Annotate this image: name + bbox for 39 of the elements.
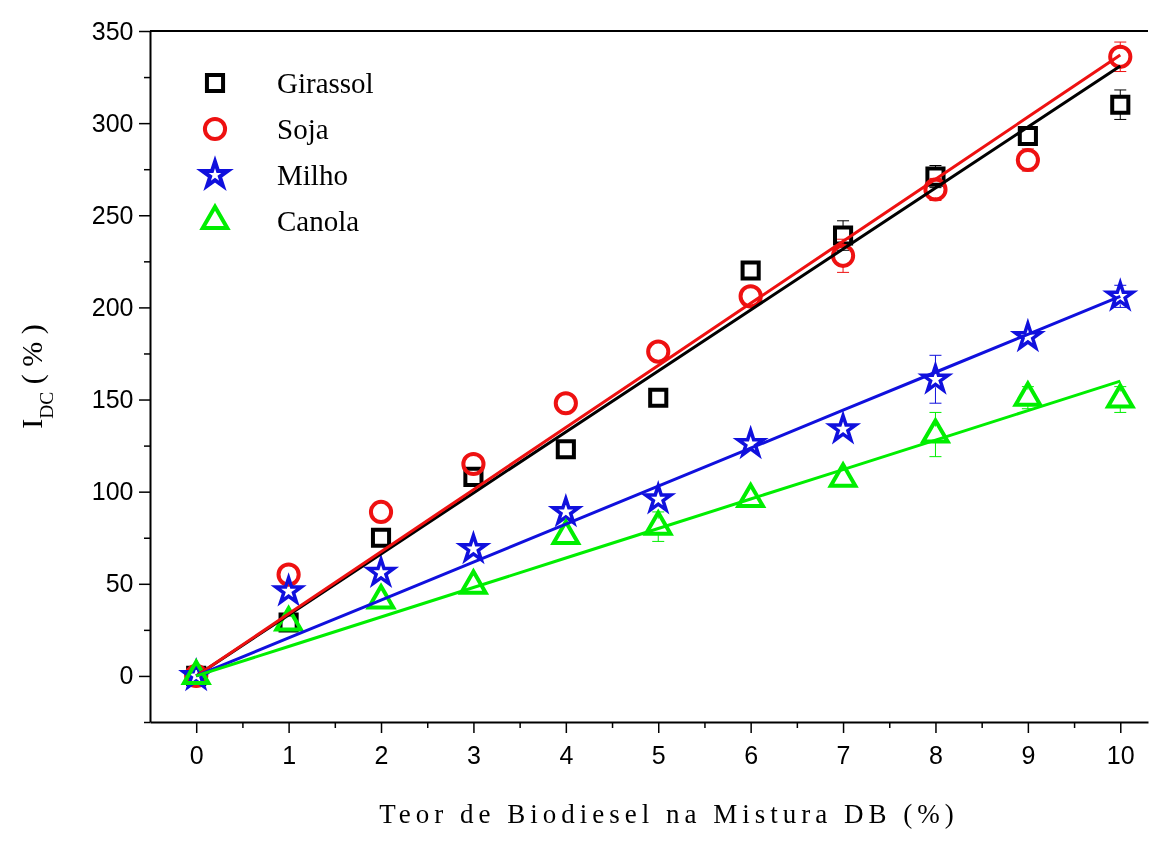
x-tick-label: 1	[282, 740, 297, 769]
point	[648, 387, 669, 408]
legend-label: Girassol	[277, 67, 374, 99]
x-tick-label: 10	[1106, 740, 1135, 769]
point	[1015, 147, 1040, 173]
point	[738, 284, 763, 309]
point	[923, 177, 948, 202]
y-tick-label: 150	[91, 385, 134, 414]
point	[555, 439, 576, 460]
legend-label: Canola	[277, 205, 360, 237]
y-tick-label: 200	[91, 292, 134, 321]
x-tick-label: 7	[836, 740, 851, 769]
point	[370, 527, 392, 548]
point	[276, 562, 301, 587]
point	[1108, 44, 1133, 69]
x-tick-label: 5	[651, 740, 666, 769]
x-tick-label: 6	[744, 740, 759, 769]
x-tick-label: 8	[929, 740, 943, 769]
point	[1017, 125, 1038, 147]
legend-label: Soja	[277, 113, 329, 145]
y-tick-label: 300	[91, 108, 134, 137]
y-tick-label: 250	[91, 200, 134, 229]
point	[368, 499, 394, 525]
y-tick-label: 350	[91, 16, 134, 45]
x-tick-label: 3	[466, 740, 481, 769]
y-tick-label: 0	[119, 661, 134, 690]
y-tick-label: 50	[105, 569, 134, 598]
x-axis-title: Teor de Biodiesel na Mistura DB (%)	[379, 799, 959, 829]
x-tick-label: 9	[1021, 740, 1036, 769]
y-tick-label: 100	[91, 477, 134, 506]
x-tick-label: 0	[189, 740, 204, 769]
point	[646, 339, 671, 364]
x-tick-label: 2	[374, 740, 389, 769]
point	[740, 260, 761, 281]
point	[553, 391, 578, 416]
point	[1110, 94, 1131, 115]
legend-label: Milho	[277, 159, 348, 191]
point	[461, 451, 486, 477]
x-tick-label: 4	[559, 740, 574, 769]
